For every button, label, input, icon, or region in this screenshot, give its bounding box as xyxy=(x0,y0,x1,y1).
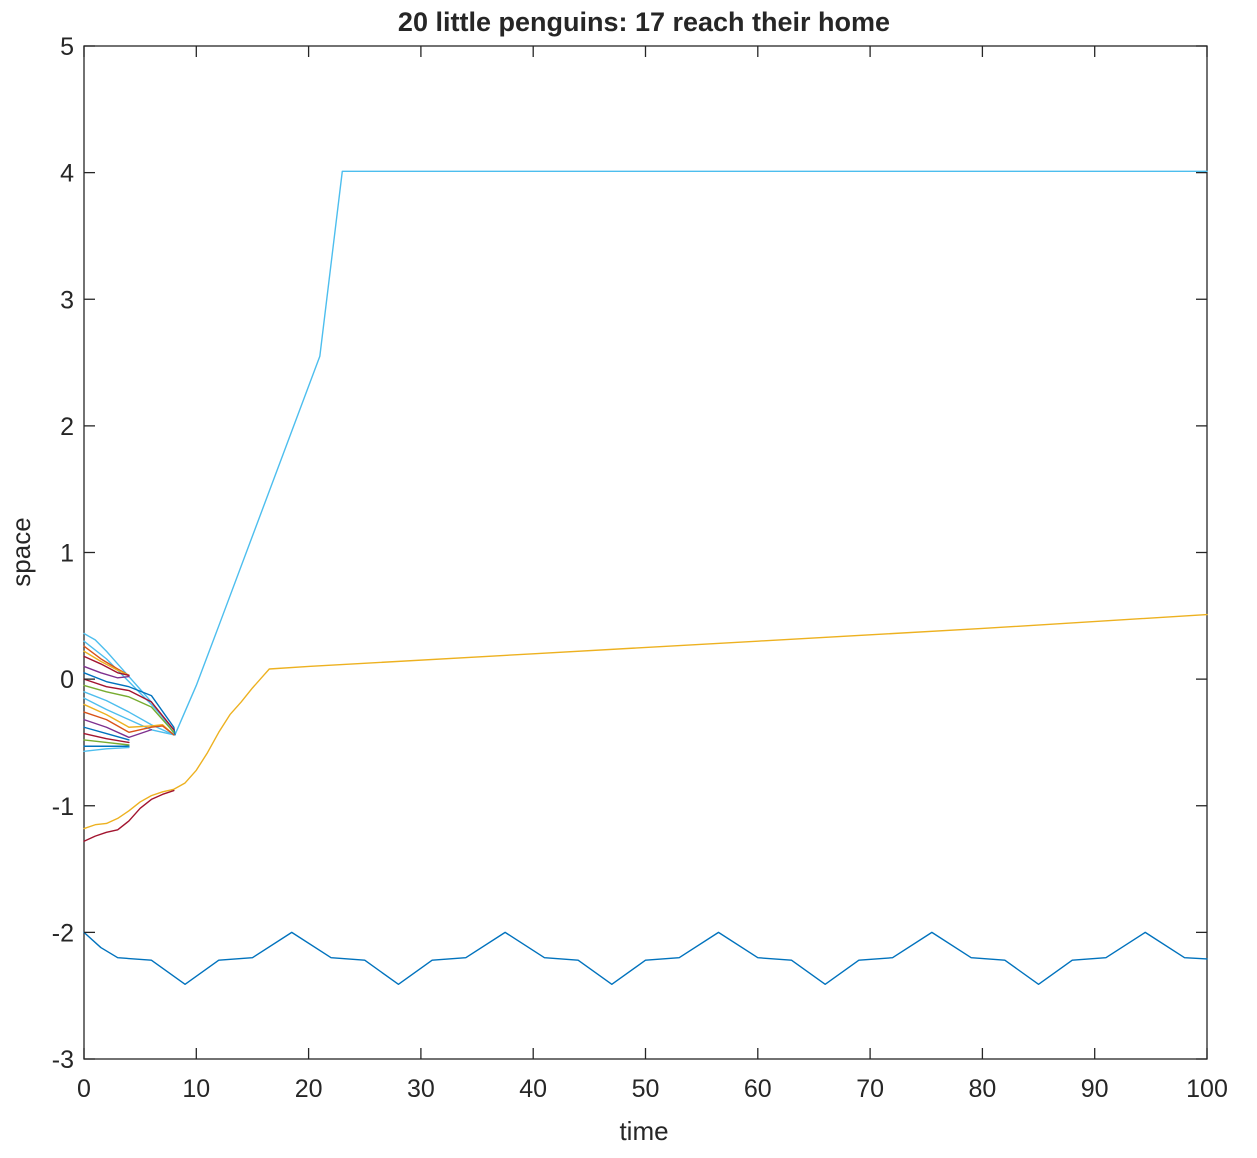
x-tick-label: 0 xyxy=(77,1075,91,1103)
y-tick-label: 2 xyxy=(60,413,74,441)
series-line-14 xyxy=(83,697,175,736)
series-line-7 xyxy=(83,650,130,677)
x-axis-label: time xyxy=(619,1116,668,1146)
x-tick-label: 80 xyxy=(968,1075,996,1103)
series-line-20 xyxy=(83,739,130,746)
series-line-10 xyxy=(83,672,176,736)
series-line-22 xyxy=(83,746,130,752)
x-tick-label: 60 xyxy=(744,1075,772,1103)
x-tick-label: 40 xyxy=(519,1075,547,1103)
y-axis-label: space xyxy=(6,517,36,586)
series-line-19 xyxy=(83,732,130,744)
series-line-18 xyxy=(83,726,130,741)
series-line-17 xyxy=(83,718,153,739)
plot-area xyxy=(83,45,1208,1060)
y-tick-label: 3 xyxy=(60,286,74,314)
series-line-2 xyxy=(83,613,1208,830)
x-tick-label: 70 xyxy=(856,1075,884,1103)
series-line-12 xyxy=(83,684,175,734)
y-tick-label: -2 xyxy=(52,919,74,947)
y-tick-label: -1 xyxy=(52,793,74,821)
series-line-11 xyxy=(83,678,175,731)
y-tick-label: 4 xyxy=(60,160,74,188)
series-line-13 xyxy=(83,691,175,736)
chart-title: 20 little penguins: 17 reach their home xyxy=(398,7,890,37)
x-tick-label: 10 xyxy=(182,1075,210,1103)
x-tick-label: 30 xyxy=(407,1075,435,1103)
series-line-15 xyxy=(83,703,175,736)
series-line-9 xyxy=(83,665,130,679)
series-layer xyxy=(83,170,1208,985)
y-tick-label: 0 xyxy=(60,666,74,694)
y-tick-label: 5 xyxy=(60,33,74,61)
x-tick-label: 90 xyxy=(1081,1075,1109,1103)
x-tick-label: 50 xyxy=(632,1075,660,1103)
tick-layer: 0 10 20 30 40 50 60 70 80 90 100 -3 -2 -1 0 1 2 3 4 5 xyxy=(52,33,1228,1103)
series-line-3 xyxy=(83,789,175,842)
series-line-4 xyxy=(83,931,1208,985)
series-line-8 xyxy=(83,655,130,677)
series-line-16 xyxy=(83,711,175,736)
y-tick-label: 1 xyxy=(60,540,74,568)
y-tick-label: -3 xyxy=(52,1046,74,1074)
x-tick-label: 100 xyxy=(1186,1075,1228,1103)
x-tick-label: 20 xyxy=(295,1075,323,1103)
